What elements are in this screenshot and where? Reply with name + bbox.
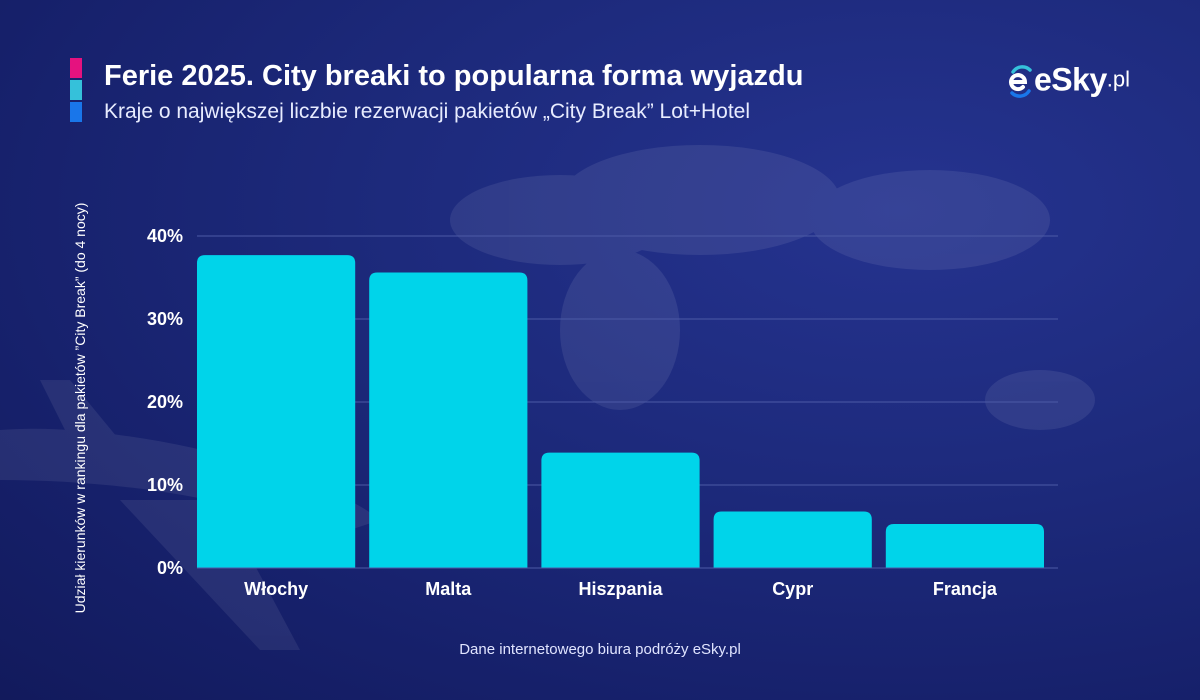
y-tick-label: 40% xyxy=(147,226,183,246)
logo-text: eSky xyxy=(1034,61,1107,98)
accent-bar-blue xyxy=(70,102,82,122)
bar-1 xyxy=(369,272,528,568)
x-category-label: Malta xyxy=(425,579,472,599)
esky-logo: eSky.pl xyxy=(1008,52,1138,102)
y-tick-label: 0% xyxy=(157,558,183,578)
y-tick-label: 20% xyxy=(147,392,183,412)
x-category-label: Francja xyxy=(933,579,998,599)
chart-subtitle: Kraje o największej liczbie rezerwacji p… xyxy=(104,100,751,123)
bar-2 xyxy=(541,452,700,568)
bar-0 xyxy=(197,255,356,568)
logo-tld: .pl xyxy=(1106,66,1130,92)
chart-title: Ferie 2025. City breaki to popularna for… xyxy=(104,60,804,92)
title-accent-bars xyxy=(70,58,82,124)
source-note: Dane internetowego biura podróży eSky.pl xyxy=(459,641,741,658)
esky-logo-icon xyxy=(1008,63,1034,98)
y-tick-label: 30% xyxy=(147,309,183,329)
bar-3 xyxy=(713,511,872,568)
y-tick-label: 10% xyxy=(147,475,183,495)
x-category-label: Hiszpania xyxy=(578,579,663,599)
accent-bar-cyan xyxy=(70,80,82,100)
x-category-label: Włochy xyxy=(244,579,308,599)
bar-4 xyxy=(885,524,1044,568)
x-category-label: Cypr xyxy=(772,579,813,599)
accent-bar-pink xyxy=(70,58,82,78)
